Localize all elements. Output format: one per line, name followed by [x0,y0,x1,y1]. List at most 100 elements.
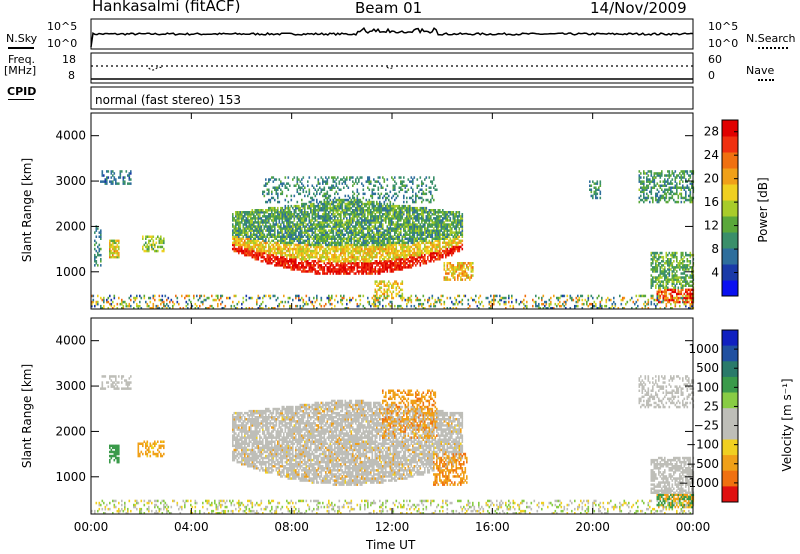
power-cell [419,223,422,226]
power-cell [109,249,111,253]
power-cell [233,241,236,245]
power-cell [395,258,398,261]
power-cell [400,215,402,218]
power-cell [307,255,309,259]
power-cell [232,300,234,304]
power-cell [242,231,245,234]
power-cell [434,304,437,308]
power-cell [347,227,350,230]
power-cell [106,298,108,302]
power-cell [401,241,404,245]
power-cell [316,209,318,212]
power-cell [314,227,317,230]
power-cell [358,270,360,273]
power-cell [322,223,324,226]
power-cell [385,188,387,191]
power-cell [376,239,378,243]
power-cell [455,300,458,304]
power-cell [118,247,120,251]
power-cell [428,304,431,308]
power-cell [439,223,441,226]
power-cell [394,249,396,253]
power-cell [383,282,386,285]
power-cell [106,170,108,173]
power-cell [389,202,392,206]
power-cell [346,249,348,253]
power-cell [335,221,338,224]
power-cell [326,251,329,255]
power-cell [283,211,285,214]
power-cell [262,223,264,226]
power-cell [461,278,464,281]
power-cell [331,213,333,216]
power-cell [370,239,372,243]
power-cell [94,243,96,247]
power-cell [160,239,162,243]
power-cell [389,255,392,259]
power-cell [289,239,291,243]
power-cell [394,262,396,265]
power-cell [140,307,143,310]
power-cell [352,243,354,247]
power-cell [341,225,344,228]
power-cell [248,215,251,218]
power-cell [268,251,270,255]
power-cell [341,258,344,261]
power-cell [328,260,330,263]
power-cell [338,196,341,200]
power-cell [251,251,254,255]
power-cell [365,262,368,265]
power-cell [431,296,434,300]
power-cell [286,219,288,222]
power-cell [457,249,459,253]
power-cell [416,184,419,187]
power-cell [299,221,302,224]
power-cell [437,231,440,234]
power-cell [359,217,362,220]
power-cell [352,249,354,253]
power-cell [269,227,272,230]
power-cell [242,251,245,255]
power-cell [392,204,395,208]
power-cell [376,260,378,263]
power-cell [116,182,119,185]
power-cell [251,223,254,226]
power-cell [317,223,320,226]
power-cell [325,180,327,183]
power-cell [377,235,380,238]
power-cell [109,243,111,247]
power-cell [328,206,330,210]
power-cell [259,225,261,228]
power-cell [311,215,314,218]
power-cell [323,266,326,269]
power-cell [346,243,348,247]
power-cell [455,307,458,310]
power-cell [413,229,416,232]
power-cell [371,262,374,265]
power-cell [329,266,332,269]
power-cell [371,237,374,240]
power-cell [358,180,360,183]
power-cell [374,237,377,240]
power-cell [148,249,150,253]
power-cell [415,217,417,220]
power-cell [317,235,320,238]
power-cell [434,223,437,226]
power-cell [398,258,401,261]
power-cell [427,300,429,304]
power-cell [463,264,465,267]
power-cell [437,245,440,249]
power-cell [307,237,309,240]
power-cell [308,247,311,251]
power-cell [376,233,378,236]
power-cell [95,255,98,259]
power-cell [137,307,140,310]
power-cell [440,302,443,306]
power-cell [259,229,261,232]
power-cell [263,294,266,298]
power-cell [376,251,378,255]
power-cell [431,233,434,236]
power-cell [346,213,348,216]
power-cell [292,253,294,257]
power-cell [425,209,428,212]
